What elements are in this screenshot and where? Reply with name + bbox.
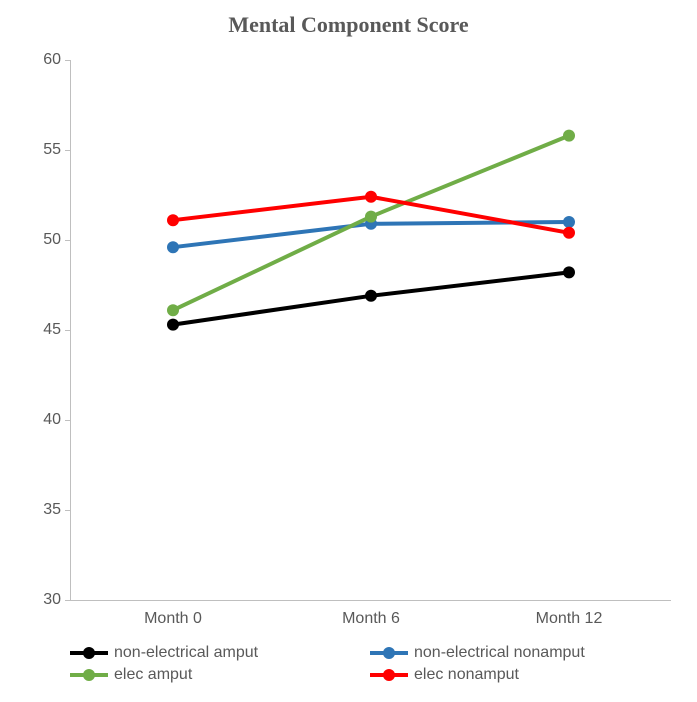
series-marker	[563, 227, 575, 239]
legend-item: non-electrical nonamput	[370, 642, 670, 664]
plot-area: 30354045505560Month 0Month 6Month 12	[70, 60, 671, 601]
legend-swatch	[70, 645, 108, 661]
x-axis-label: Month 12	[536, 600, 603, 628]
series-marker	[365, 290, 377, 302]
series-marker	[563, 266, 575, 278]
legend-item: non-electrical amput	[70, 642, 370, 664]
y-axis-label: 55	[11, 141, 71, 159]
series-marker	[167, 241, 179, 253]
y-axis-label: 45	[11, 321, 71, 339]
series-marker	[365, 211, 377, 223]
y-axis-label: 50	[11, 231, 71, 249]
legend-label: non-electrical amput	[114, 644, 258, 662]
legend-label: elec amput	[114, 666, 192, 684]
y-axis-label: 60	[11, 51, 71, 69]
legend-swatch	[370, 645, 408, 661]
legend-swatch	[370, 667, 408, 683]
y-axis-label: 40	[11, 411, 71, 429]
chart-title: Mental Component Score	[0, 12, 697, 38]
series-marker	[365, 191, 377, 203]
legend: non-electrical amput non-electrical nonam…	[70, 642, 670, 686]
chart-container: Mental Component Score 30354045505560Mon…	[0, 0, 697, 702]
x-axis-label: Month 0	[144, 600, 202, 628]
series-marker	[167, 214, 179, 226]
legend-label: non-electrical nonamput	[414, 644, 585, 662]
series-marker	[167, 319, 179, 331]
y-axis-label: 30	[11, 591, 71, 609]
chart-svg	[71, 60, 671, 600]
legend-item: elec nonamput	[370, 664, 670, 686]
series-marker	[563, 130, 575, 142]
y-axis-label: 35	[11, 501, 71, 519]
legend-label: elec nonamput	[414, 666, 519, 684]
x-axis-label: Month 6	[342, 600, 400, 628]
series-marker	[563, 216, 575, 228]
legend-item: elec amput	[70, 664, 370, 686]
legend-swatch	[70, 667, 108, 683]
series-marker	[167, 304, 179, 316]
